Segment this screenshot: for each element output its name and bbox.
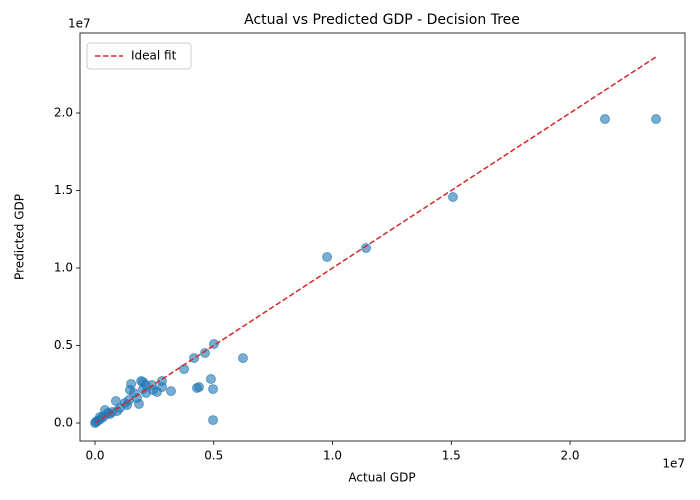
axes-frame (79, 32, 686, 442)
scatter-point (179, 364, 190, 375)
scatter-point (322, 251, 333, 262)
scatter-point (237, 353, 248, 364)
x-tick-label: 1.0 (323, 449, 342, 463)
scatter-point (208, 384, 219, 395)
scatter-point (447, 192, 458, 203)
fit-line (94, 55, 658, 424)
x-offset-label: 1e7 (662, 457, 685, 471)
x-tick-label: 0.0 (85, 449, 104, 463)
y-axis-label: Predicted GDP (13, 194, 27, 280)
y-tick-label: 0.5 (54, 338, 73, 352)
scatter-point (208, 415, 219, 426)
x-axis-label: Actual GDP (348, 471, 415, 485)
scatter-point (361, 243, 372, 254)
scatter-point (199, 347, 210, 358)
y-tick-label: 1.5 (54, 183, 73, 197)
scatter-point (152, 387, 163, 398)
scatter-point (599, 114, 610, 125)
x-tick-label: 0.5 (204, 449, 223, 463)
y-tick-label: 2.0 (54, 105, 73, 119)
scatter-point (651, 114, 662, 125)
y-offset-label: 1e7 (68, 17, 91, 31)
y-tick-label: 0.0 (54, 416, 73, 430)
x-tick-label: 1.5 (442, 449, 461, 463)
scatter-point (191, 382, 202, 393)
y-tick-label: 1.0 (54, 261, 73, 275)
legend-label: Ideal fit (131, 49, 177, 63)
chart-title: Actual vs Predicted GDP - Decision Tree (244, 12, 520, 28)
x-tick-label: 2.0 (560, 449, 579, 463)
scatter-point (205, 373, 216, 384)
legend-box (86, 42, 192, 70)
scatter-point (166, 386, 177, 397)
